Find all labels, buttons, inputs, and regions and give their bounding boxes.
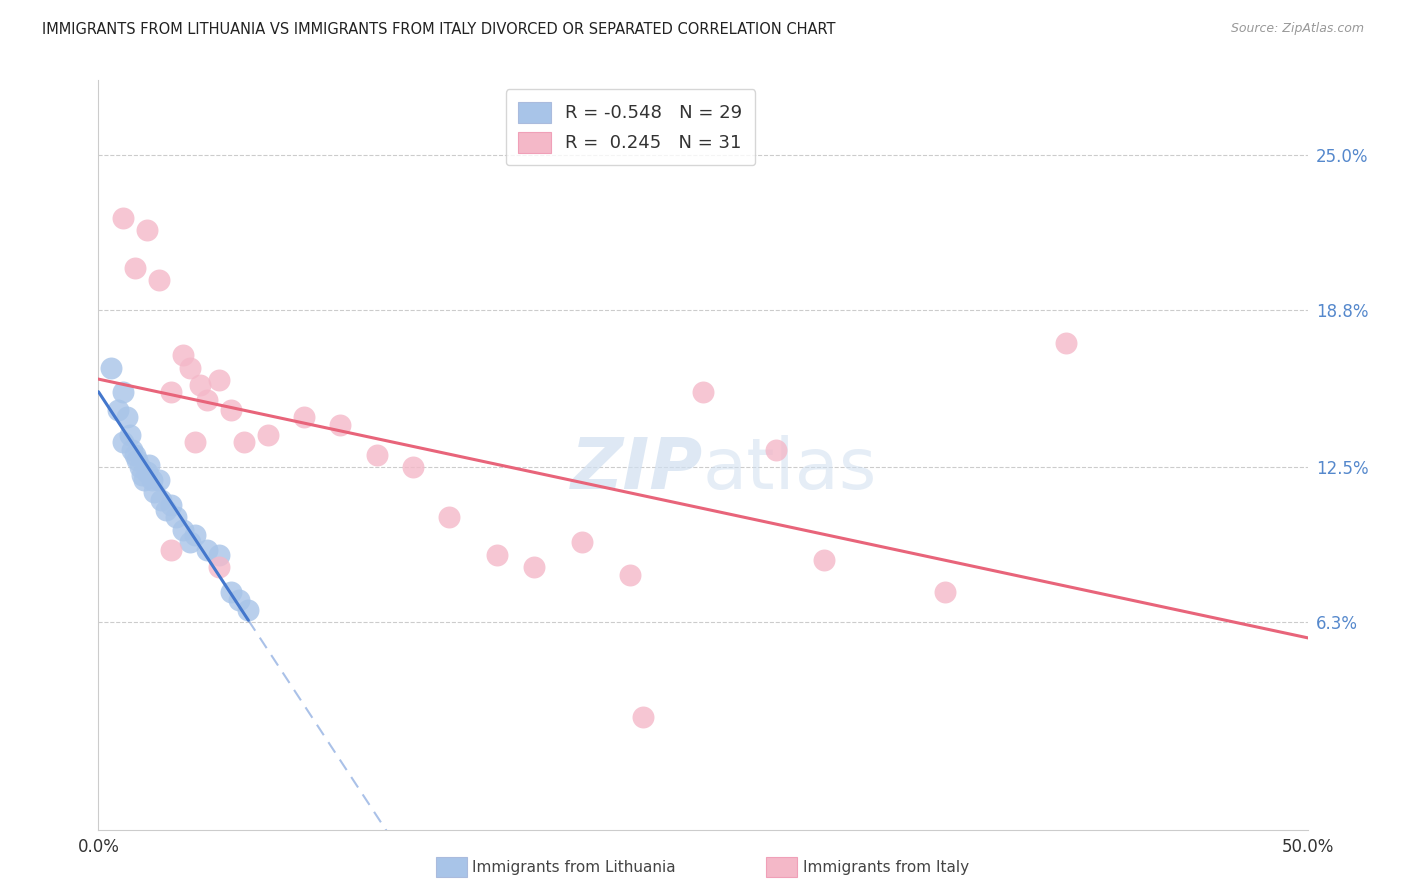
Point (208, 560, 231, 574)
Point (107, 403, 129, 417)
Point (221, 403, 243, 417)
Point (195, 542, 218, 557)
Point (135, 466, 157, 480)
Point (127, 453, 149, 467)
Point (402, 460, 425, 475)
Point (150, 492, 173, 507)
Point (148, 473, 170, 487)
Point (111, 385, 134, 400)
Point (160, 498, 183, 512)
Point (117, 410, 139, 425)
Point (292, 410, 315, 425)
Point (134, 473, 156, 487)
Point (111, 211, 134, 225)
Legend: R = -0.548   N = 29, R =  0.245   N = 31: R = -0.548 N = 29, R = 0.245 N = 31 (506, 89, 755, 165)
Point (523, 560, 546, 574)
Text: atlas: atlas (703, 435, 877, 504)
Point (256, 428, 278, 442)
Point (184, 435, 207, 450)
Point (184, 528, 207, 542)
Point (188, 378, 211, 392)
Point (437, 510, 460, 524)
Point (141, 473, 163, 487)
Text: Immigrants from Lithuania: Immigrants from Lithuania (472, 860, 676, 874)
Text: Immigrants from Italy: Immigrants from Italy (803, 860, 969, 874)
Point (160, 385, 183, 400)
Point (238, 603, 260, 617)
Text: IMMIGRANTS FROM LITHUANIA VS IMMIGRANTS FROM ITALY DIVORCED OR SEPARATED CORRELA: IMMIGRANTS FROM LITHUANIA VS IMMIGRANTS … (42, 22, 835, 37)
Point (329, 417, 352, 432)
Point (631, 710, 654, 724)
Point (131, 467, 153, 482)
Point (232, 435, 254, 450)
Point (228, 592, 250, 607)
Point (172, 523, 194, 537)
Point (165, 510, 187, 524)
Point (195, 392, 218, 407)
Point (179, 360, 201, 375)
Point (160, 542, 183, 557)
Point (121, 442, 143, 457)
Point (934, 585, 956, 599)
Point (148, 273, 170, 287)
Text: ZIP: ZIP (571, 435, 703, 504)
Point (172, 348, 194, 362)
Point (208, 548, 231, 562)
Point (111, 435, 134, 450)
Point (619, 567, 641, 582)
Point (124, 448, 146, 462)
Point (138, 458, 160, 472)
Point (179, 535, 201, 549)
Point (221, 585, 243, 599)
Point (366, 448, 388, 462)
Point (118, 428, 141, 442)
Point (100, 360, 122, 375)
Point (208, 373, 231, 387)
Point (135, 223, 157, 237)
Point (813, 553, 835, 567)
Point (124, 260, 146, 275)
Point (1054, 335, 1077, 350)
Point (765, 442, 787, 457)
Point (128, 460, 150, 475)
Point (143, 485, 166, 500)
Point (155, 503, 177, 517)
Point (571, 535, 593, 549)
Point (692, 385, 714, 400)
Point (486, 548, 509, 562)
Text: Source: ZipAtlas.com: Source: ZipAtlas.com (1230, 22, 1364, 36)
